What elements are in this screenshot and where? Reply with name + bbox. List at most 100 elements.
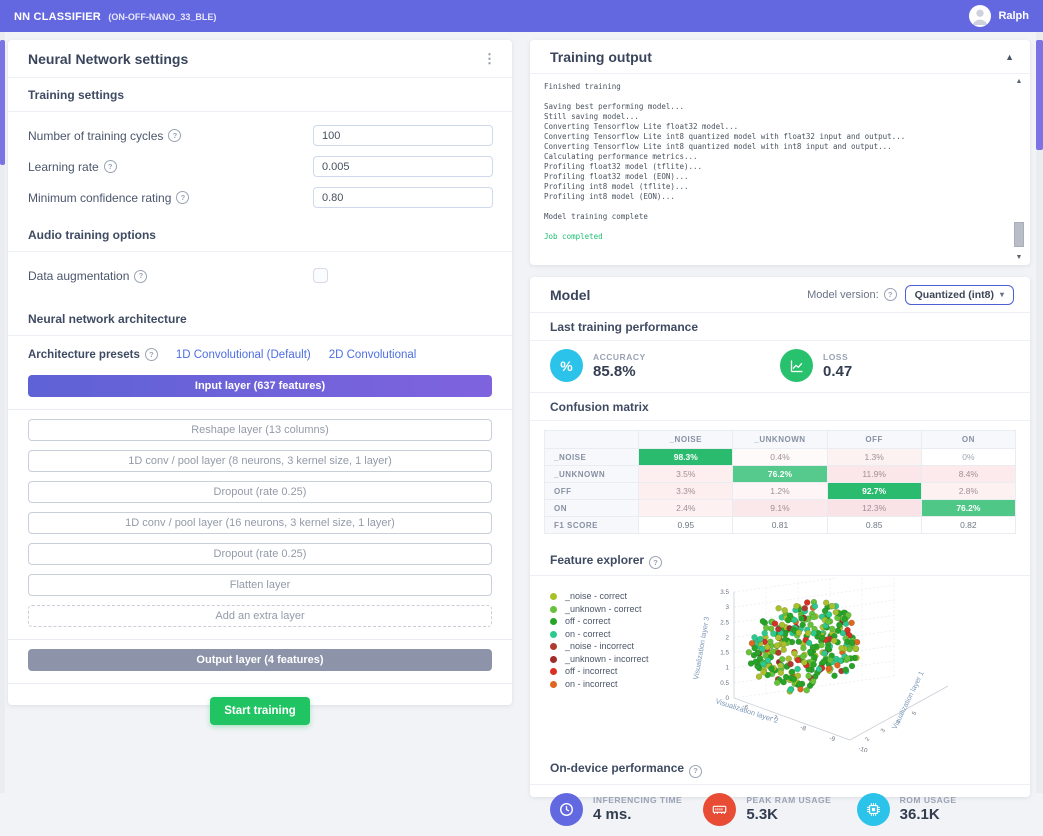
legend-item[interactable]: _unknown - correct (550, 604, 649, 614)
svg-text:2: 2 (725, 635, 729, 642)
legend-item[interactable]: off - incorrect (550, 667, 649, 676)
help-icon[interactable]: ? (649, 556, 663, 570)
svg-text:2.5: 2.5 (720, 620, 729, 627)
start-training-button[interactable]: Start training (210, 697, 310, 725)
help-icon[interactable]: ? (144, 348, 158, 361)
help-icon[interactable]: ? (883, 288, 897, 301)
data-augmentation-checkbox[interactable] (313, 268, 328, 283)
section-last-training: Last training performance (530, 313, 1030, 341)
preset-link-1d[interactable]: 1D Convolutional (Default) (175, 348, 311, 361)
hidden-layer-6[interactable]: Flatten layer (28, 574, 492, 596)
scroll-down-icon[interactable]: ▼ (1015, 254, 1023, 261)
legend-dot-icon (550, 593, 557, 601)
console-line: Profiling int8 model (tflite)... (544, 182, 689, 191)
legend-item[interactable]: off - correct (550, 617, 649, 626)
console-scrollbar[interactable]: ▲ ▼ (1013, 78, 1025, 261)
legend-item[interactable]: on - correct (550, 629, 649, 639)
matrix-cell: 0.85 (826, 516, 922, 534)
svg-text:5: 5 (912, 711, 919, 717)
model-version-select[interactable]: Quantized (int8) ▾ (904, 284, 1014, 305)
last-training-heading: Last training performance (550, 320, 699, 334)
matrix-header-row: _NOISE _UNKNOWN OFF ON (543, 430, 1017, 449)
console-line: Converting Tensorflow Lite int8 quantize… (544, 142, 892, 151)
help-icon[interactable]: ? (134, 269, 148, 283)
avatar[interactable] (969, 5, 992, 27)
field-label: Number of training cycles? (28, 129, 313, 143)
training-cycles-input[interactable] (313, 125, 493, 146)
add-extra-layer-button[interactable]: Add an extra layer (28, 605, 492, 627)
input-layer-button[interactable]: Input layer (637 features) (28, 375, 492, 397)
matrix-cell: 3.3% (638, 482, 734, 500)
matrix-cell: 9.1% (732, 499, 828, 517)
matrix-col-header: _UNKNOWN (732, 430, 828, 449)
legend-label: off - correct (565, 616, 611, 627)
matrix-cell: 1.3% (826, 448, 922, 466)
console-line: Converting Tensorflow Lite int8 quantize… (544, 132, 906, 141)
matrix-row-label: ON (543, 499, 640, 517)
matrix-row: OFF 3.3% 1.2% 92.7% 2.8% (543, 482, 1017, 500)
right-scrollbar-thumb[interactable] (1036, 40, 1043, 150)
right-page-scrollbar[interactable] (1036, 32, 1043, 793)
help-icon[interactable]: ? (168, 129, 182, 142)
matrix-cell: 98.3% (638, 448, 734, 466)
metric-inferencing-time: INFERENCING TIME 4 ms. (550, 792, 703, 826)
matrix-col-header: OFF (826, 430, 922, 449)
matrix-row-label: OFF (543, 482, 640, 500)
left-page-scrollbar[interactable] (0, 32, 5, 793)
hidden-layer-2[interactable]: 1D conv / pool layer (8 neurons, 3 kerne… (28, 450, 492, 472)
divider (8, 409, 512, 410)
preset-link-2d[interactable]: 2D Convolutional (328, 348, 417, 361)
feature-explorer-plot[interactable]: 00.511.522.533.5-6-7-8-9-102345Visualiza… (682, 578, 1017, 752)
model-version-row: Model version: ? Quantized (int8) ▾ (807, 284, 1014, 305)
field-label: Learning rate? (28, 160, 313, 174)
chip-icon (856, 792, 890, 826)
data-augmentation-row: Data augmentation? (8, 266, 512, 286)
matrix-row: _UNKNOWN 3.5% 76.2% 11.9% 8.4% (543, 465, 1017, 483)
console-scrollbar-thumb[interactable] (1014, 222, 1024, 247)
matrix-cell: 0.4% (732, 448, 828, 466)
collapse-icon[interactable]: ▲ (1005, 51, 1014, 62)
section-architecture: Neural network architecture (8, 302, 512, 336)
hidden-layer-1[interactable]: Reshape layer (13 columns) (28, 419, 492, 441)
help-icon[interactable]: ? (689, 764, 703, 778)
training-settings-form: Number of training cycles? Learning rate?… (8, 125, 512, 208)
training-settings-heading: Training settings (28, 88, 125, 102)
start-training-row: Start training (8, 697, 512, 725)
hidden-layer-3[interactable]: Dropout (rate 0.25) (28, 481, 492, 503)
scroll-up-icon[interactable]: ▲ (1015, 78, 1023, 85)
kebab-menu-icon[interactable]: ⋮ (483, 50, 496, 66)
svg-text:0.5: 0.5 (720, 680, 729, 687)
matrix-cell: 76.2% (920, 499, 1017, 517)
hidden-layer-5[interactable]: Dropout (rate 0.25) (28, 543, 492, 565)
help-icon[interactable]: ? (103, 160, 117, 173)
divider (530, 392, 1030, 393)
architecture-heading: Neural network architecture (28, 312, 187, 326)
legend-item[interactable]: _noise - correct (550, 592, 649, 601)
min-confidence-input[interactable] (313, 187, 493, 208)
learning-rate-input[interactable] (313, 156, 493, 177)
output-layer-button[interactable]: Output layer (4 features) (28, 649, 492, 671)
svg-text:0: 0 (725, 695, 729, 702)
divider (8, 683, 512, 684)
feature-explorer-heading: Feature explorer (550, 553, 645, 567)
confusion-matrix-table: _NOISE _UNKNOWN OFF ON _NOISE 98.3% 0.4% 1.3% 0%… (543, 430, 1017, 534)
metric-accuracy: % ACCURACY 85.8% (550, 349, 780, 382)
legend-dot-icon (550, 630, 557, 638)
legend-item[interactable]: _unknown - incorrect (550, 654, 649, 664)
settings-card-header: Neural Network settings ⋮ (8, 40, 512, 78)
metric-label: INFERENCING TIME (593, 795, 683, 805)
legend-item[interactable]: on - incorrect (550, 679, 649, 689)
user-menu[interactable]: Ralph (969, 5, 1029, 27)
matrix-cell: 3.5% (638, 465, 734, 483)
section-on-device-performance: On-device performance? (530, 754, 1030, 785)
svg-text:-7: -7 (770, 714, 778, 723)
svg-text:-10: -10 (857, 745, 868, 752)
data-augmentation-label: Data augmentation? (28, 269, 492, 283)
matrix-row: F1 SCORE 0.95 0.81 0.85 0.82 (543, 516, 1017, 534)
console-output: Finished training Saving best performing… (530, 74, 1030, 265)
help-icon[interactable]: ? (176, 191, 190, 204)
left-scrollbar-thumb[interactable] (0, 40, 5, 165)
legend-item[interactable]: _noise - incorrect (550, 642, 649, 651)
hidden-layer-4[interactable]: 1D conv / pool layer (16 neurons, 3 kern… (28, 512, 492, 534)
on-device-performance-metrics: INFERENCING TIME 4 ms. PEAK RAM USAGE 5.3K R… (530, 785, 1030, 836)
